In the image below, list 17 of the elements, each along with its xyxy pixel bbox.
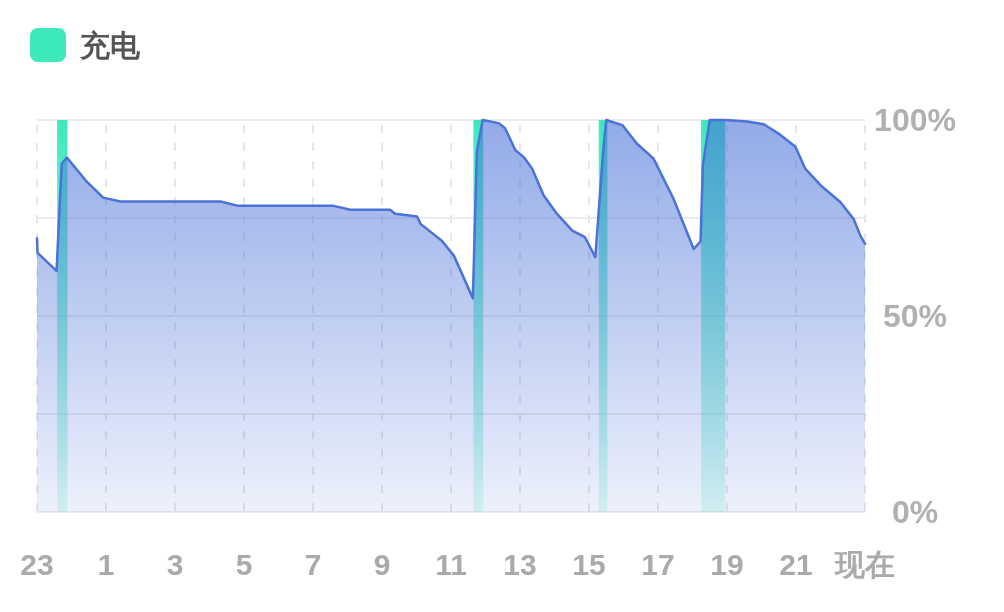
x-tick-label: 3 bbox=[166, 548, 184, 581]
x-tick-label: 21 bbox=[779, 548, 813, 581]
x-tick-label: 现在 bbox=[834, 548, 895, 581]
x-tick-label: 5 bbox=[235, 548, 253, 581]
x-tick-label: 1 bbox=[97, 548, 115, 581]
x-tick-label: 19 bbox=[710, 548, 744, 581]
y-tick-label: 100% bbox=[874, 102, 956, 138]
x-tick-label: 7 bbox=[304, 548, 322, 581]
x-tick-label: 9 bbox=[373, 548, 391, 581]
x-tick-label: 11 bbox=[435, 548, 467, 581]
x-tick-label: 17 bbox=[641, 548, 675, 581]
y-tick-label: 0% bbox=[891, 494, 939, 530]
y-tick-label: 50% bbox=[882, 298, 948, 334]
x-tick-label: 23 bbox=[20, 548, 54, 581]
x-tick-label: 15 bbox=[572, 548, 606, 581]
legend-label: 充电 bbox=[79, 28, 141, 62]
x-tick-label: 13 bbox=[503, 548, 537, 581]
